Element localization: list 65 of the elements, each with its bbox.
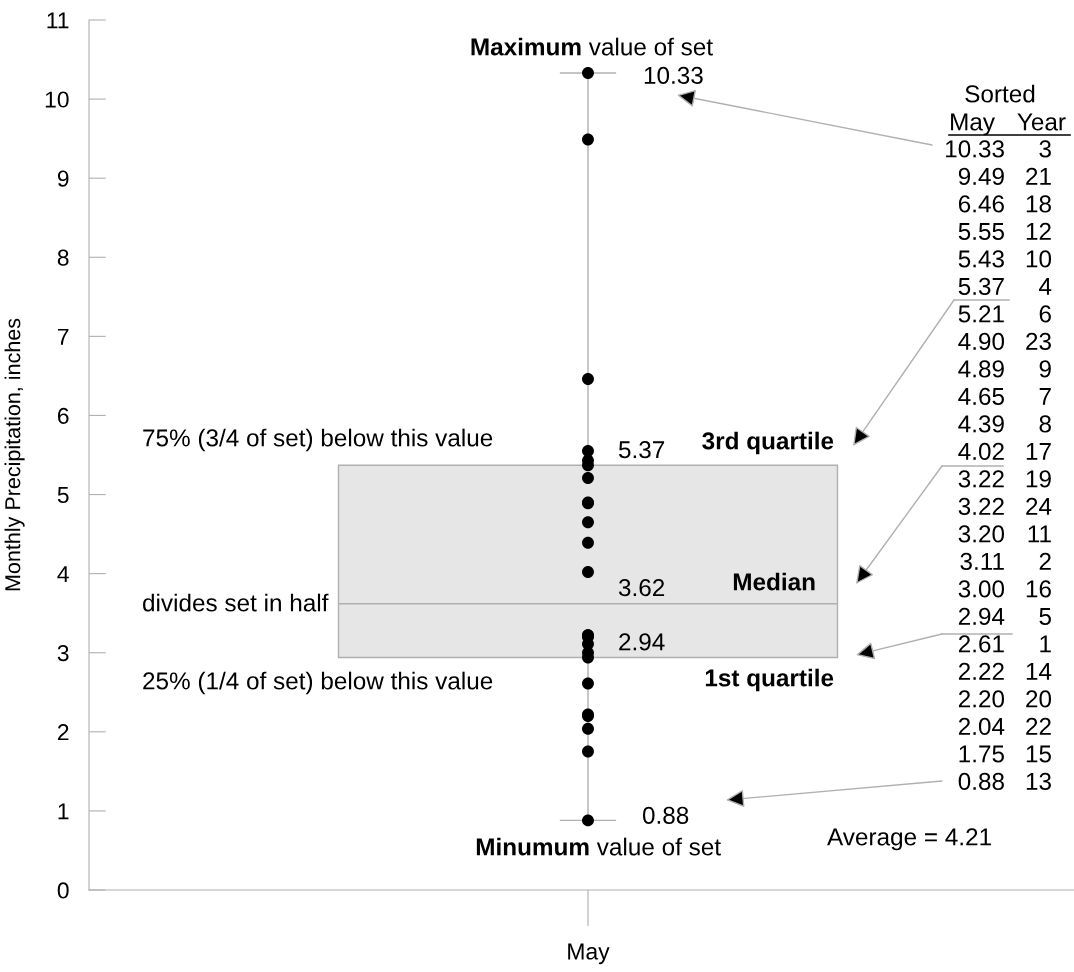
point [582,745,594,758]
y-tick-label: 8 [57,249,69,266]
annotation: Average = 4.21 [827,828,991,851]
annotation: 2.94 [619,633,665,651]
y-tick-label: 7 [57,328,69,345]
y-axis-title: Monthly Precipitation, inches [4,318,25,591]
point [582,677,594,690]
point [582,373,594,386]
annotation: 3.22 19 [958,470,1051,488]
annotation: 1st quartile [705,668,834,692]
annotation: 2.22 14 [958,662,1052,680]
y-tick-label: 2 [57,724,69,741]
annotation: 5.55 12 [958,222,1051,241]
annotation: 3.22 24 [958,497,1052,516]
point [582,471,594,484]
annotation: 0.88 [642,806,689,824]
point [582,516,594,529]
annotation: 9.49 21 [958,167,1051,186]
point [582,722,594,735]
annotation: 25% (1/4 of set) below this value [143,671,493,695]
annotation: 1.75 15 [959,745,1051,763]
annotation: 3rd quartile [702,431,834,455]
y-tick-label: 11 [47,12,69,29]
annotation: Minumum value of set [476,837,721,856]
point [582,536,594,549]
annotation: 2.04 22 [958,717,1051,736]
y-tick-label: 9 [57,170,69,187]
annotation: Median [733,572,815,591]
point [582,814,594,827]
text: 10.33 3 [946,140,1051,158]
text: 4.39 8 [958,415,1051,433]
x-tick-label: May [568,943,610,965]
annotation: 4.90 23 [958,332,1051,351]
annotation: divides set in half [143,593,329,612]
text: 3.11 2 [960,552,1051,571]
y-tick-label: 0 [57,882,69,899]
annotation: 5.37 [618,441,665,459]
y-tick-label: 3 [57,645,69,662]
annotation: May Year [951,113,1066,136]
text: 4.89 9 [958,360,1051,378]
y-tick-label: 4 [57,566,69,582]
annotation: 3.00 16 [958,580,1051,598]
y-tick-label: 10 [45,91,69,108]
text: 2.61 1 [958,635,1051,653]
text: 4.65 7 [958,387,1051,406]
annotation: Maximum value of set [471,37,713,56]
annotation: Sorted [965,84,1035,103]
text: 5.21 6 [958,305,1051,323]
annotation: 5.43 10 [958,250,1052,268]
y-tick-label: 1 [58,803,69,820]
y-tick-label: 5 [57,487,69,504]
annotation: 10.33 [644,66,703,85]
text: 2.94 5 [958,607,1051,626]
text: 5.37 4 [958,277,1052,296]
annotation: 6.46 18 [958,195,1051,213]
point [582,566,594,579]
point [582,133,594,146]
annotation: 3.20 11 [958,525,1051,543]
annotation: 4.02 17 [958,442,1051,461]
point [582,67,594,79]
annotation: 75% (3/4 of set) below this value [143,428,493,452]
annotation: 3.62 [618,579,665,597]
annotation: 0.88 13 [958,772,1051,791]
y-tick-label: 6 [57,407,69,424]
annotation: 2.20 20 [958,690,1052,708]
